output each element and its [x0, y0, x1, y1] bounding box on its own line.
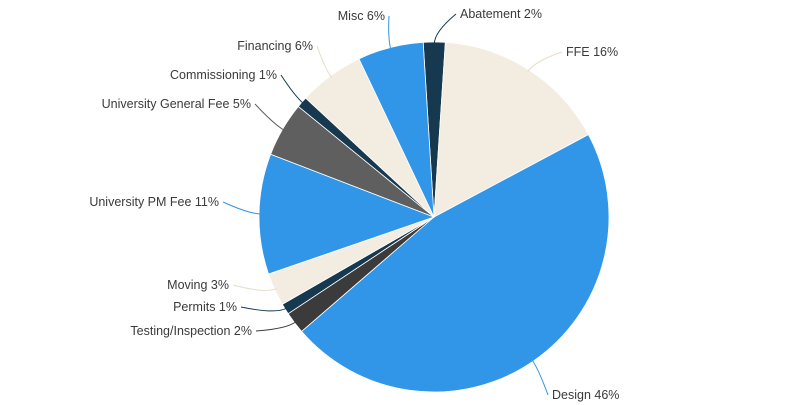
- leader-lines: [222, 13, 563, 396]
- leader-line-moving-3: [232, 284, 277, 291]
- leader-line-testing-inspection-2: [255, 321, 297, 332]
- leader-line-university-general-fee-5: [254, 103, 285, 131]
- slice-label-ffe-16: FFE 16%: [566, 45, 618, 59]
- pie-slices: [258, 41, 610, 393]
- slice-label-design-46: Design 46%: [552, 388, 619, 402]
- leader-line-design-46: [531, 359, 549, 396]
- slice-label-commissioning-1: Commissioning 1%: [170, 68, 277, 82]
- leader-line-university-pm-fee-11: [222, 201, 262, 215]
- slice-label-moving-3: Moving 3%: [167, 278, 229, 292]
- leader-line-commissioning-1: [280, 74, 304, 104]
- leader-line-misc-6: [388, 15, 392, 50]
- leader-line-permits-1: [240, 306, 288, 312]
- leader-line-financing-6: [316, 45, 333, 78]
- slice-label-testing-inspection-2: Testing/Inspection 2%: [130, 324, 252, 338]
- slice-label-permits-1: Permits 1%: [173, 300, 237, 314]
- leader-line-abatement-2: [433, 13, 457, 45]
- slice-labels: Abatement 2% FFE 16% Design 46% Testing/Ins…: [89, 7, 619, 402]
- slice-label-misc-6: Misc 6%: [338, 9, 385, 23]
- leader-line-ffe-16: [527, 51, 563, 72]
- slice-label-university-pm-fee-11: University PM Fee 11%: [89, 195, 219, 209]
- slice-label-abatement-2: Abatement 2%: [460, 7, 542, 21]
- slice-label-university-general-fee-5: University General Fee 5%: [102, 97, 251, 111]
- slice-label-financing-6: Financing 6%: [237, 39, 313, 53]
